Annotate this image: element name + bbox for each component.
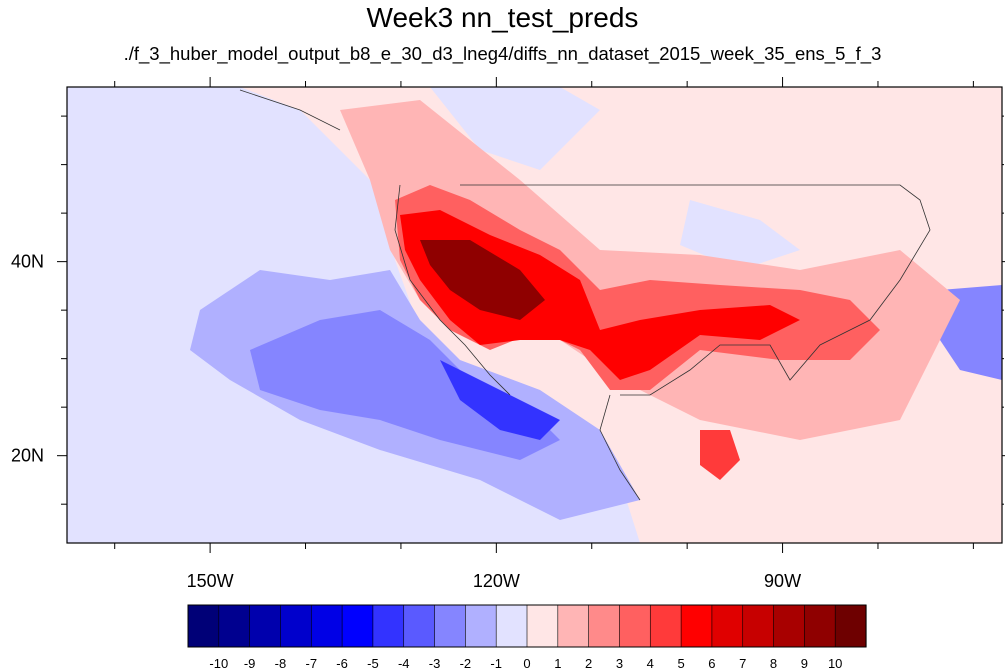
colorbar-label: 5 [677,656,684,671]
colorbar-swatch [495,604,528,648]
weak-negative-region-east [430,87,600,170]
mexico-gulf-coast [599,394,641,501]
alaska-coast [239,89,341,131]
lat-tick-label: 40N [11,252,44,272]
west-coast-line [394,184,511,396]
colorbar-swatch [526,604,559,648]
colorbar-swatch [557,604,590,648]
colorbar-label: 2 [585,656,592,671]
latitude-ticks: 40N 20N [11,115,1005,505]
colorbar-swatch [742,604,775,648]
colorbar-label: -6 [336,656,348,671]
colorbar-label: -4 [398,656,410,671]
colorbar-swatch [649,604,682,648]
anomaly-field [67,87,1002,543]
colorbar-label: -3 [429,656,441,671]
lon-tick-label: 90W [764,571,801,591]
lon-tick-label: 150W [187,571,234,591]
longitude-ticks: 150W 120W 90W [114,77,974,591]
colorbar-swatch [804,604,836,648]
colorbar-label: -9 [244,656,256,671]
colorbar-swatch [773,604,805,648]
colorbar-label: 8 [770,656,777,671]
colorbar-label: 3 [616,656,623,671]
colorbar-swatch [218,604,251,648]
colorbar-label: 10 [828,656,842,671]
colorbar: -10 -9 -8 -7 -6 -5 -4 -3 -2 -1 0 1 2 3 4 5 6 7 8 9 10 [187,604,867,671]
colorbar-label: 4 [647,656,654,671]
lat-tick-label: 20N [11,446,44,466]
colorbar-swatch [280,604,312,648]
colorbar-label: 6 [708,656,715,671]
colorbar-label: 0 [523,656,530,671]
strong-negative-region [440,360,560,440]
lon-tick-label: 120W [473,571,520,591]
colorbar-label: 7 [739,656,746,671]
colorbar-swatch [619,604,651,648]
colorbar-swatch [403,604,436,648]
colorbar-label: -1 [490,656,502,671]
colorbar-label: -8 [275,656,287,671]
colorbar-label: 1 [554,656,561,671]
colorbar-swatch [187,604,220,648]
colorbar-swatch [588,604,621,648]
colorbar-swatch [434,604,466,648]
map-frame [66,86,1003,544]
strong-positive-region [400,210,800,380]
colorbar-swatch [310,604,343,648]
colorbar-swatch [341,604,374,648]
plot-title: Week3 nn_test_preds [366,2,639,33]
colorbar-label: -7 [305,656,317,671]
coastlines [239,89,931,501]
us-outline [460,184,931,396]
colorbar-swatch [372,604,405,648]
max-positive-region [420,240,545,320]
colorbar-label: -5 [367,656,379,671]
colorbar-swatch [249,604,282,648]
colorbar-label: 9 [801,656,808,671]
gulf-positive [700,430,740,480]
colorbar-label: -2 [460,656,472,671]
colorbar-swatch [711,604,744,648]
weak-negative-region-ne [680,200,800,270]
plot-subtitle: ./f_3_huber_model_output_b8_e_30_d3_lneg… [123,43,882,64]
colorbar-label: -10 [209,656,228,671]
colorbar-swatch [834,604,867,648]
colorbar-swatch [680,604,713,648]
moderate-negative-region [250,310,560,460]
colorbar-frame [187,604,867,648]
colorbar-swatch [465,604,497,648]
